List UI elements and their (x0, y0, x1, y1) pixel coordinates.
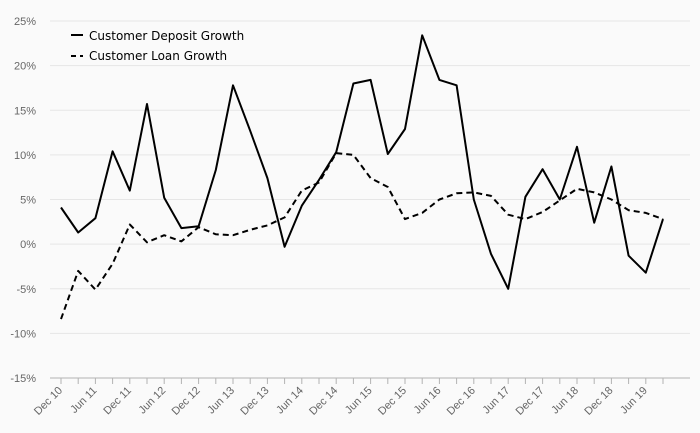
x-tick-label: Jun 19 (618, 385, 650, 417)
y-tick-label: 10% (14, 150, 36, 162)
y-tick-label: 5% (20, 195, 36, 207)
x-tick-label: Dec 15 (376, 385, 409, 418)
y-tick-label: 25% (14, 16, 36, 28)
x-tick-label: Jun 15 (343, 385, 375, 417)
x-tick-label: Jun 16 (412, 385, 444, 417)
legend: Customer Deposit Growth Customer Loan Gr… (71, 29, 244, 63)
legend-item-deposit[interactable]: Customer Deposit Growth (71, 29, 244, 43)
legend-label-deposit: Customer Deposit Growth (89, 29, 244, 43)
y-tick-label: -10% (10, 328, 36, 340)
y-tick-label: 15% (14, 105, 36, 117)
x-tick-label: Dec 11 (101, 385, 134, 418)
x-tick-label: Dec 17 (514, 385, 547, 418)
y-tick-label: -5% (16, 284, 36, 296)
x-tick-label: Jun 13 (205, 385, 237, 417)
series-line-loan-growth (60, 152, 664, 320)
y-tick-label: 20% (14, 61, 36, 73)
x-tick-label: Jun 12 (136, 385, 168, 417)
y-tick-label: -15% (10, 373, 36, 385)
y-axis: 25% 20% 15% 10% 5% 0% -5% -10% -15% (10, 16, 36, 385)
x-tick-label: Dec 14 (307, 385, 340, 418)
x-tick-label: Dec 12 (170, 385, 203, 418)
y-tick-label: 0% (20, 239, 36, 251)
legend-label-loan: Customer Loan Growth (89, 49, 227, 63)
x-axis: Dec 10 Jun 11 Dec 11 Jun 12 Dec 12 Jun 13 Dec … (32, 377, 690, 418)
x-tick-label: Jun 14 (274, 385, 306, 417)
x-tick-label: Dec 18 (582, 385, 615, 418)
x-tick-label: Jun 11 (68, 385, 99, 416)
series-line-deposit-growth (60, 34, 664, 290)
x-tick-label: Jun 17 (480, 385, 512, 417)
series-lines (60, 34, 664, 320)
x-tick-label: Dec 10 (32, 385, 65, 418)
x-tick-label: Jun 18 (549, 385, 581, 417)
legend-item-loan[interactable]: Customer Loan Growth (71, 49, 227, 63)
x-tick-label: Dec 13 (238, 385, 271, 418)
x-tick-label: Dec 16 (445, 385, 478, 418)
